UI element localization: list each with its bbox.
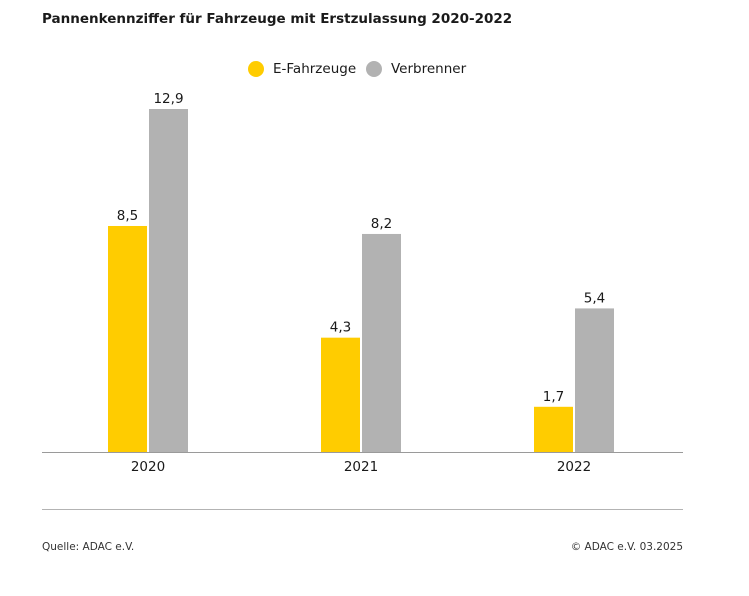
legend-item-e-fahrzeuge: E-Fahrzeuge bbox=[248, 58, 356, 80]
bar-verbrenner-2021 bbox=[362, 233, 401, 452]
data-label-verbrenner-2020: 12,9 bbox=[153, 91, 183, 107]
data-label-verbrenner-2022: 5,4 bbox=[584, 290, 605, 306]
legend-label-verbrenner: Verbrenner bbox=[391, 61, 467, 77]
bar-verbrenner-2020 bbox=[149, 109, 188, 452]
data-label-e-fahrzeuge-2020: 8,5 bbox=[117, 208, 138, 224]
legend-swatch-e-fahrzeuge bbox=[248, 61, 264, 77]
copyright-note: © ADAC e.V. 03.2025 bbox=[570, 541, 683, 553]
x-tick-label-2021: 2021 bbox=[344, 459, 378, 475]
bar-e-fahrzeuge-2020 bbox=[108, 225, 147, 452]
legend-swatch-verbrenner bbox=[366, 61, 382, 77]
legend-label-e-fahrzeuge: E-Fahrzeuge bbox=[273, 61, 357, 77]
bar-e-fahrzeuge-2022 bbox=[534, 406, 573, 452]
legend-item-verbrenner: Verbrenner bbox=[366, 58, 466, 80]
data-label-e-fahrzeuge-2022: 1,7 bbox=[543, 389, 564, 405]
x-tick-label-2022: 2022 bbox=[557, 459, 591, 475]
x-tick-label-2020: 2020 bbox=[131, 459, 165, 475]
chart-title: Pannenkennziffer für Fahrzeuge mit Erstz… bbox=[42, 11, 513, 27]
data-label-e-fahrzeuge-2021: 4,3 bbox=[330, 320, 351, 336]
footer-divider bbox=[42, 509, 683, 510]
bar-verbrenner-2022 bbox=[575, 308, 614, 452]
bar-e-fahrzeuge-2021 bbox=[321, 337, 360, 452]
source-note: Quelle: ADAC e.V. bbox=[42, 541, 135, 553]
bar-chart: 8,5 12,9 2020 4,3 8,2 2021 1,7 5,4 2022 bbox=[42, 91, 683, 475]
legend: E-Fahrzeuge Verbrenner bbox=[0, 58, 749, 80]
data-label-verbrenner-2021: 8,2 bbox=[371, 216, 392, 232]
